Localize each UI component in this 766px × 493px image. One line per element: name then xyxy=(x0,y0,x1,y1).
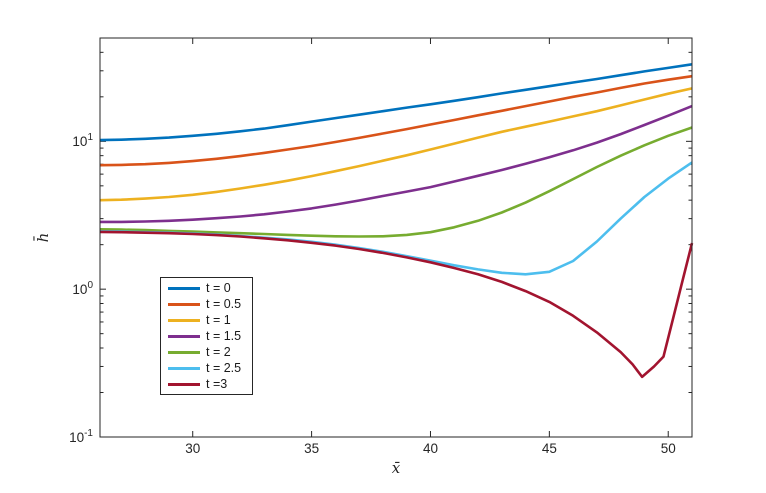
legend-item-4: t = 2 xyxy=(161,344,252,360)
legend-item-1: t = 0.5 xyxy=(161,296,252,312)
x-tick-label: 35 xyxy=(304,441,319,456)
series-line-0 xyxy=(99,63,693,142)
axes-frame xyxy=(99,37,693,438)
legend-item-2: t = 1 xyxy=(161,312,252,328)
series-line-4 xyxy=(99,126,693,238)
legend-item-6: t =3 xyxy=(161,376,252,392)
legend-swatch-6 xyxy=(168,382,200,386)
legend-item-0: t = 0 xyxy=(161,280,252,296)
series-line-6 xyxy=(99,230,694,379)
y-tick-label: 101 xyxy=(72,132,93,149)
legend-item-label: t =3 xyxy=(206,376,228,391)
legend-swatch-1 xyxy=(168,302,200,306)
legend-item-label: t = 1.5 xyxy=(206,328,242,343)
x-axis-label: x̄ xyxy=(392,459,401,477)
legend-item-label: t = 2.5 xyxy=(206,360,242,375)
legend-swatch-3 xyxy=(168,334,200,338)
y-axis-label: h̄ xyxy=(34,233,52,243)
legend-swatch-0 xyxy=(168,286,200,290)
legend-item-label: t = 2 xyxy=(206,344,231,359)
x-tick-label: 40 xyxy=(423,441,438,456)
series-line-1 xyxy=(99,74,693,167)
series-line-3 xyxy=(100,104,693,224)
series-line-5 xyxy=(99,161,693,276)
legend-item-label: t = 0 xyxy=(206,280,231,295)
legend-swatch-5 xyxy=(168,366,200,370)
legend-item-label: t = 1 xyxy=(206,312,231,327)
x-tick-label: 30 xyxy=(185,441,200,456)
legend-swatch-4 xyxy=(168,350,200,354)
legend-item-5: t = 2.5 xyxy=(161,360,252,376)
legend-swatch-2 xyxy=(168,318,200,322)
x-tick-label: 45 xyxy=(542,441,557,456)
legend-item-3: t = 1.5 xyxy=(161,328,252,344)
legend-item-label: t = 0.5 xyxy=(206,296,242,311)
series-line-2 xyxy=(99,87,693,202)
y-tick-label: 100 xyxy=(72,280,93,297)
y-tick-label: 10-1 xyxy=(69,428,93,445)
x-tick-label: 50 xyxy=(661,441,676,456)
